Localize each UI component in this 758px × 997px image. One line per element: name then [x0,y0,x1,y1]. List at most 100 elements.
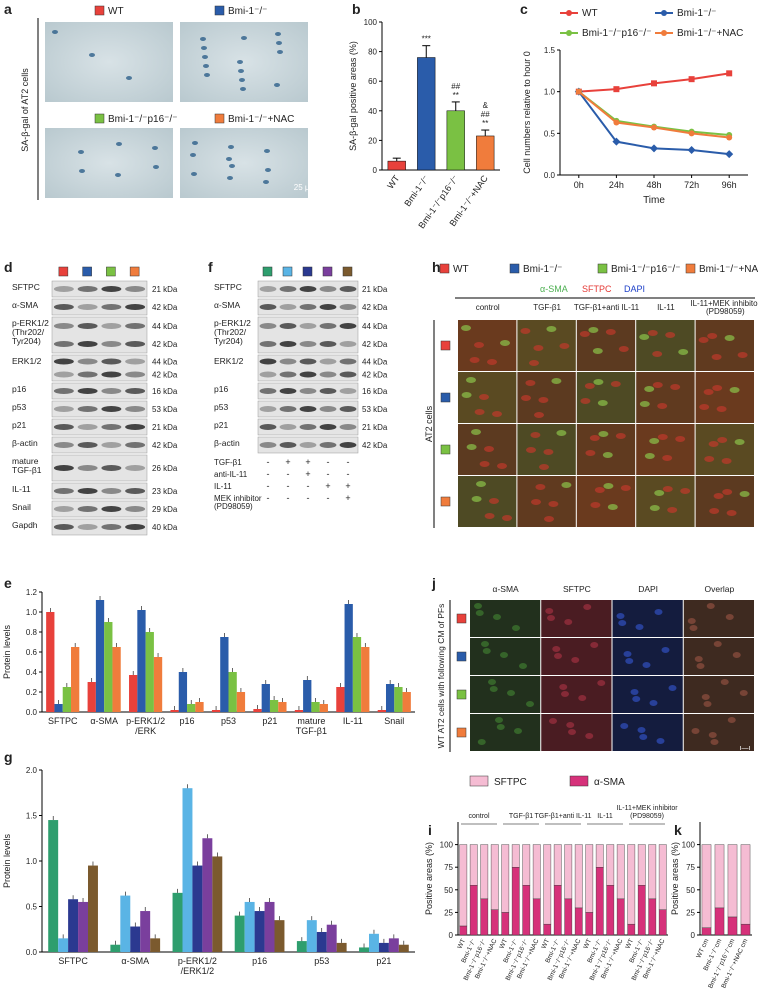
stained-cell [265,168,271,172]
bar-segment [543,923,552,936]
bar [269,700,279,712]
significance: ** [482,119,488,128]
x-tick-label: WT [582,938,593,950]
cell [578,695,587,701]
cell [525,380,536,386]
bar [62,687,72,712]
bar [244,901,255,952]
column-header: TGF-β1+anti IL-11 [574,303,640,312]
cell [481,641,489,647]
bar-segment [701,927,712,936]
legend-swatch [214,113,225,124]
blot-strip [51,482,148,500]
x-tick-label: WT [385,173,402,191]
cell [579,331,590,337]
stain-label: α-SMA [540,284,568,294]
column-header: TGF-β1 [533,303,561,312]
cell [689,625,698,631]
cell [739,690,748,696]
protein-label: Gapdh [12,520,38,530]
kda-label: 23 kDa [152,487,178,496]
cell [635,624,644,630]
kda-label: 16 kDa [362,387,388,396]
micrograph [45,128,173,198]
blot-band [299,286,317,292]
cell [466,444,477,450]
protein-label: p-ERK1/2 [214,318,251,328]
bar [95,600,105,712]
legend-swatch [509,263,520,274]
cell [592,348,603,354]
bar-segment [585,844,594,913]
legend-swatch [94,5,105,16]
cell [657,403,668,409]
cell [708,441,719,447]
y-tick-label: 0.0 [26,708,38,717]
blot-band [101,304,122,310]
panel-letter: k [674,822,682,838]
y-tick-label: 60 [368,77,377,86]
micrograph [541,638,612,675]
protein-label: p53 [214,402,228,412]
cell [639,334,650,340]
blot-band [299,323,317,329]
protein-label: ERK1/2 [214,356,244,366]
stained-cell [192,141,198,145]
blot-strip [51,436,148,454]
bar-segment [469,885,478,936]
blot-band [53,286,74,292]
cell [474,342,484,348]
cell [535,484,546,490]
cell [571,657,580,663]
blot-band [53,388,74,394]
y-tick-label: 75 [444,863,453,872]
bar [172,892,183,952]
marker [726,134,733,141]
marker [613,86,620,93]
cell [502,515,512,521]
cell [564,619,573,625]
micrograph [470,714,541,751]
bar [306,920,317,952]
blot-band [319,371,337,378]
cell [474,409,485,415]
cell [737,352,748,358]
cell [725,614,734,620]
cell [707,333,718,339]
panel-letter: g [4,749,13,765]
bar [195,702,204,712]
x-tick-label: Bmi-1⁻/⁻ [402,173,431,208]
x-tick-label: p-ERK1/2 [126,716,165,726]
kda-label: 44 kDa [362,322,388,331]
condition-label: anti-IL-11 [214,470,248,479]
bar-segment [532,898,541,936]
blot-band [125,524,146,530]
cell [474,603,482,609]
bar [110,944,121,952]
blot-band [125,424,146,430]
x-tick-label: WT [498,938,509,950]
bar [130,926,141,952]
y-tick-label: 50 [686,886,695,895]
blot-strip [51,298,148,316]
kda-label: 44 kDa [362,358,388,367]
bar [296,941,307,952]
blot-band [125,286,146,292]
bar-segment [459,925,468,936]
blot-band [77,524,98,530]
blot-band [101,358,122,365]
cell [662,486,673,492]
bar [261,684,270,712]
blot-band [279,286,297,292]
legend-label: Bmi-1⁻/⁻+NAC [699,264,758,275]
cell [694,656,703,662]
cell [546,326,557,332]
kda-label: 42 kDa [152,371,178,380]
bar [192,865,203,952]
blot-band [299,341,317,347]
bar [48,820,59,952]
blot-band [279,424,297,430]
stained-cell [203,64,209,68]
marker [612,137,621,146]
micrograph [180,128,308,198]
